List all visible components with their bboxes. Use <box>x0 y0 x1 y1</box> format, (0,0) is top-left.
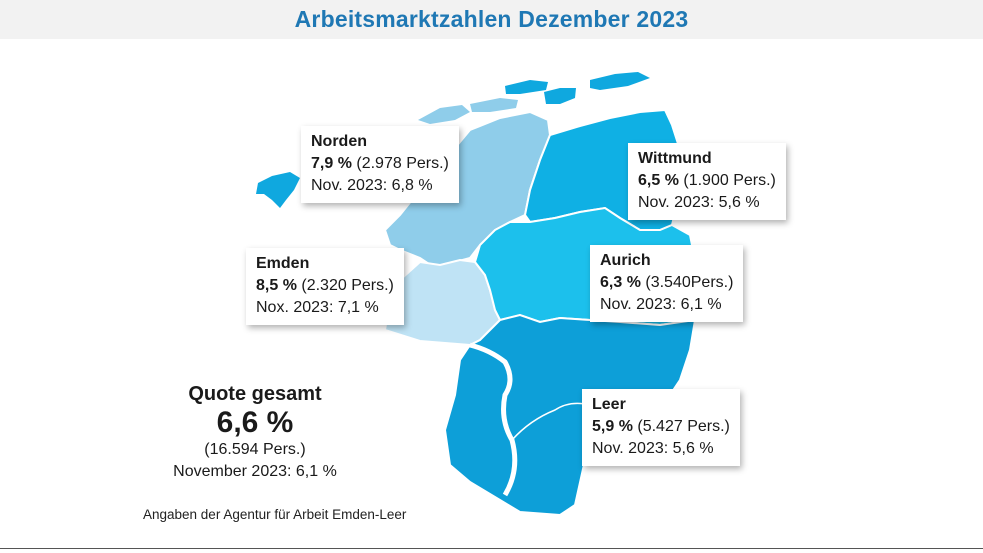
persons-emden: (2.320 Pers.) <box>301 277 394 294</box>
island-baltrum <box>505 80 548 94</box>
callout-aurich: Aurich 6,3 % (3.540Pers.) Nov. 2023: 6,1… <box>590 245 744 322</box>
island-langeoog <box>544 88 576 104</box>
source-note: Angaben der Agentur für Arbeit Emden-Lee… <box>143 507 407 522</box>
island-norderney <box>470 98 518 112</box>
island-borkum <box>256 172 300 208</box>
rate-leer: 5,9 % <box>592 418 633 435</box>
previous-leer: Nov. 2023: 5,6 % <box>592 440 714 457</box>
page-title: Arbeitsmarktzahlen Dezember 2023 <box>294 6 689 32</box>
previous-emden: Nox. 2023: 7,1 % <box>256 299 379 316</box>
persons-leer: (5.427 Pers.) <box>637 418 730 435</box>
region-name-emden: Emden <box>256 255 310 272</box>
island-juist <box>418 105 470 124</box>
island-spiekeroog <box>590 72 650 90</box>
rate-norden: 7,9 % <box>311 155 352 172</box>
previous-aurich: Nov. 2023: 6,1 % <box>600 296 722 313</box>
title-band <box>0 0 983 39</box>
persons-wittmund: (1.900 Pers.) <box>683 172 776 189</box>
total-persons: (16.594 Pers.) <box>204 441 306 458</box>
region-name-norden: Norden <box>311 133 367 150</box>
total-rate: 6,6 % <box>216 406 294 439</box>
rate-wittmund: 6,5 % <box>638 172 679 189</box>
region-name-aurich: Aurich <box>600 252 651 269</box>
callout-leer: Leer 5,9 % (5.427 Pers.) Nov. 2023: 5,6 … <box>582 389 740 466</box>
persons-aurich: (3.540Pers.) <box>645 274 734 291</box>
previous-wittmund: Nov. 2023: 5,6 % <box>638 194 760 211</box>
ems-river <box>469 342 518 497</box>
persons-norden: (2.978 Pers.) <box>356 155 449 172</box>
callout-norden: Norden 7,9 % (2.978 Pers.) Nov. 2023: 6,… <box>301 126 459 203</box>
region-name-wittmund: Wittmund <box>638 150 712 167</box>
previous-norden: Nov. 2023: 6,8 % <box>311 177 433 194</box>
rate-emden: 8,5 % <box>256 277 297 294</box>
leer-inner-border <box>511 402 591 441</box>
total-previous: November 2023: 6,1 % <box>173 463 337 480</box>
rate-aurich: 6,3 % <box>600 274 641 291</box>
region-name-leer: Leer <box>592 396 626 413</box>
total-label: Quote gesamt <box>188 383 322 405</box>
bottom-divider <box>0 548 983 549</box>
callout-wittmund: Wittmund 6,5 % (1.900 Pers.) Nov. 2023: … <box>628 143 786 220</box>
total-summary: Quote gesamt 6,6 % (16.594 Pers.) Novemb… <box>150 381 360 483</box>
callout-emden: Emden 8,5 % (2.320 Pers.) Nox. 2023: 7,1… <box>246 248 404 325</box>
